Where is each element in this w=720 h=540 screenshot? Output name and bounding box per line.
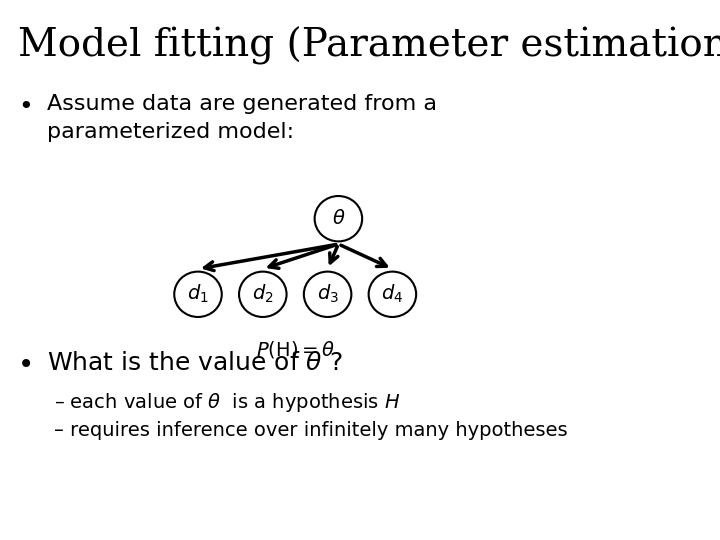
Text: $d_2$: $d_2$ [252, 283, 274, 306]
Ellipse shape [304, 272, 351, 317]
Text: $d_3$: $d_3$ [317, 283, 338, 306]
Text: – requires inference over infinitely many hypotheses: – requires inference over infinitely man… [54, 421, 567, 440]
Ellipse shape [369, 272, 416, 317]
Text: •: • [18, 351, 35, 379]
Text: $d_1$: $d_1$ [187, 283, 209, 306]
Text: Model fitting (Parameter estimation): Model fitting (Parameter estimation) [18, 27, 720, 65]
Text: parameterized model:: parameterized model: [47, 122, 294, 141]
Text: •: • [18, 94, 32, 118]
Text: – each value of $\theta$  is a hypothesis $H$: – each value of $\theta$ is a hypothesis… [54, 392, 400, 415]
Ellipse shape [315, 196, 362, 241]
Text: What is the value of $\theta$ ?: What is the value of $\theta$ ? [47, 351, 342, 375]
Ellipse shape [174, 272, 222, 317]
Text: Assume data are generated from a: Assume data are generated from a [47, 94, 437, 114]
Ellipse shape [239, 272, 287, 317]
Text: $P(\mathrm{H}) = \theta$: $P(\mathrm{H}) = \theta$ [256, 339, 335, 360]
Text: $\theta$: $\theta$ [332, 209, 345, 228]
Text: $d_4$: $d_4$ [382, 283, 403, 306]
